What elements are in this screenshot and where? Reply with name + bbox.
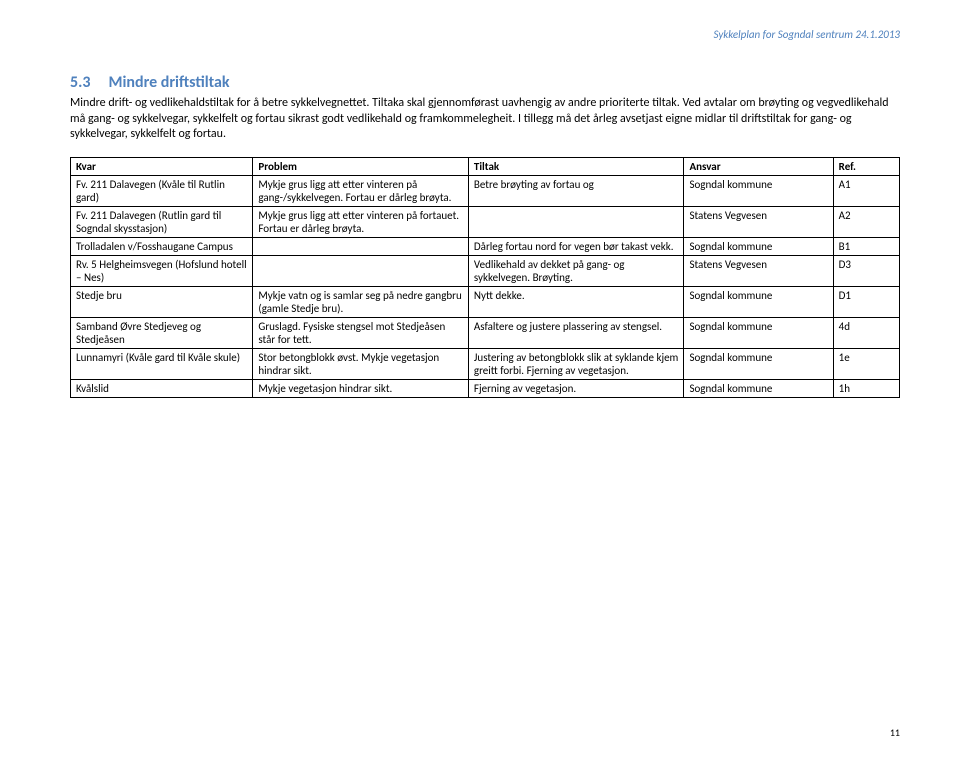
table-cell: Mykje grus ligg att etter vinteren på ga… bbox=[253, 175, 469, 206]
table-cell: Fv. 211 Dalavegen (Kvåle til Rutlin gard… bbox=[71, 175, 253, 206]
table-cell: Lunnamyri (Kvåle gard til Kvåle skule) bbox=[71, 348, 253, 379]
section-title-text: Mindre driftstiltak bbox=[109, 73, 230, 92]
col-tiltak: Tiltak bbox=[468, 157, 684, 175]
table-cell: Samband Øvre Stedjeveg og Stedjeåsen bbox=[71, 317, 253, 348]
table-cell: Sogndal kommune bbox=[684, 317, 833, 348]
table-cell: Mykje grus ligg att etter vinteren på fo… bbox=[253, 206, 469, 237]
col-kvar: Kvar bbox=[71, 157, 253, 175]
table-row: Samband Øvre Stedjeveg og StedjeåsenGrus… bbox=[71, 317, 900, 348]
table-row: Rv. 5 Helgheimsvegen (Hofslund hotell – … bbox=[71, 255, 900, 286]
table-cell: Sogndal kommune bbox=[684, 237, 833, 255]
table-cell: Kvålslid bbox=[71, 379, 253, 397]
table-cell: Sogndal kommune bbox=[684, 175, 833, 206]
table-cell: Justering av betongblokk slik at sykland… bbox=[468, 348, 684, 379]
table-cell: D3 bbox=[833, 255, 899, 286]
table-cell: Dårleg fortau nord for vegen bør takast … bbox=[468, 237, 684, 255]
table-cell: Trolladalen v/Fosshaugane Campus bbox=[71, 237, 253, 255]
section-heading: 5.3 Mindre driftstiltak bbox=[70, 73, 900, 92]
section-paragraph: Mindre drift- og vedlikehaldstiltak for … bbox=[70, 96, 900, 143]
table-cell bbox=[253, 255, 469, 286]
col-problem: Problem bbox=[253, 157, 469, 175]
table-row: KvålslidMykje vegetasjon hindrar sikt.Fj… bbox=[71, 379, 900, 397]
table-cell: Statens Vegvesen bbox=[684, 206, 833, 237]
table-cell: B1 bbox=[833, 237, 899, 255]
section-number: 5.3 bbox=[70, 73, 91, 92]
table-cell bbox=[253, 237, 469, 255]
table-cell: Mykje vatn og is samlar seg på nedre gan… bbox=[253, 286, 469, 317]
table-cell: 4d bbox=[833, 317, 899, 348]
table-row: Fv. 211 Dalavegen (Rutlin gard til Sognd… bbox=[71, 206, 900, 237]
table-cell: Fv. 211 Dalavegen (Rutlin gard til Sognd… bbox=[71, 206, 253, 237]
table-header-row: Kvar Problem Tiltak Ansvar Ref. bbox=[71, 157, 900, 175]
table-cell: Asfaltere og justere plassering av steng… bbox=[468, 317, 684, 348]
table-row: Trolladalen v/Fosshaugane Campus Dårleg f… bbox=[71, 237, 900, 255]
table-cell: D1 bbox=[833, 286, 899, 317]
table-cell: 1h bbox=[833, 379, 899, 397]
col-ansvar: Ansvar bbox=[684, 157, 833, 175]
table-cell: Rv. 5 Helgheimsvegen (Hofslund hotell – … bbox=[71, 255, 253, 286]
table-cell: Sogndal kommune bbox=[684, 348, 833, 379]
table-cell: Sogndal kommune bbox=[684, 379, 833, 397]
col-ref: Ref. bbox=[833, 157, 899, 175]
tiltak-table: Kvar Problem Tiltak Ansvar Ref. Fv. 211 … bbox=[70, 157, 900, 398]
table-row: Stedje bruMykje vatn og is samlar seg på… bbox=[71, 286, 900, 317]
table-cell: Vedlikehald av dekket på gang- og sykkel… bbox=[468, 255, 684, 286]
document-header: Sykkelplan for Sogndal sentrum 24.1.2013 bbox=[70, 28, 900, 41]
table-cell: Stor betongblokk øvst. Mykje vegetasjon … bbox=[253, 348, 469, 379]
table-cell bbox=[468, 206, 684, 237]
table-cell: Gruslagd. Fysiske stengsel mot Stedjeåse… bbox=[253, 317, 469, 348]
table-cell: A1 bbox=[833, 175, 899, 206]
table-cell: Betre brøyting av fortau og bbox=[468, 175, 684, 206]
table-cell: Fjerning av vegetasjon. bbox=[468, 379, 684, 397]
page-number: 11 bbox=[890, 726, 900, 739]
table-cell: Statens Vegvesen bbox=[684, 255, 833, 286]
table-cell: Stedje bru bbox=[71, 286, 253, 317]
table-cell: A2 bbox=[833, 206, 899, 237]
table-cell: Sogndal kommune bbox=[684, 286, 833, 317]
table-cell: 1e bbox=[833, 348, 899, 379]
table-row: Lunnamyri (Kvåle gard til Kvåle skule)St… bbox=[71, 348, 900, 379]
table-row: Fv. 211 Dalavegen (Kvåle til Rutlin gard… bbox=[71, 175, 900, 206]
table-cell: Nytt dekke. bbox=[468, 286, 684, 317]
table-cell: Mykje vegetasjon hindrar sikt. bbox=[253, 379, 469, 397]
